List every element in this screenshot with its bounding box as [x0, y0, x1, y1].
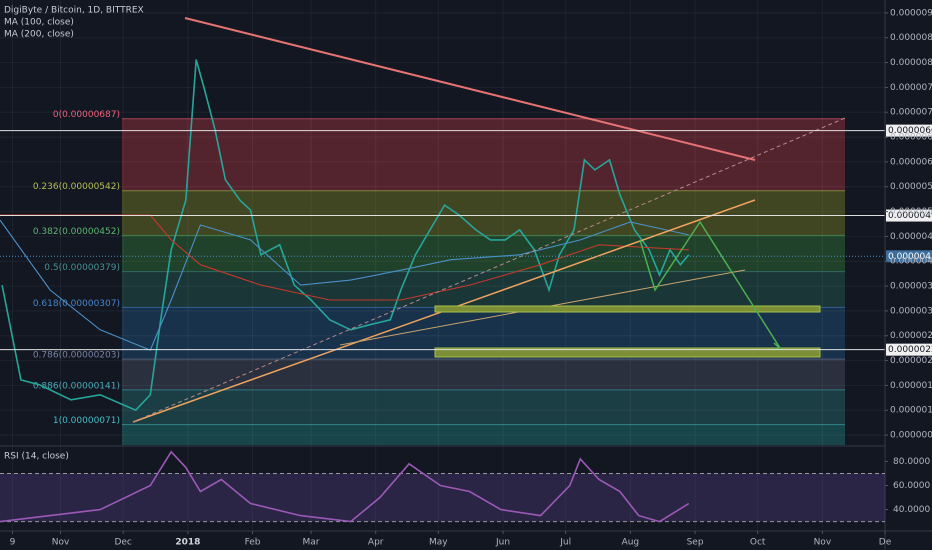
- rsi-band: [0, 473, 885, 522]
- fib-label: 0.382(0.00000452): [33, 227, 120, 237]
- legend-entry: DigiByte / Bitcoin, 1D, BITTREX: [4, 6, 144, 16]
- fib-label: 0.886(0.00000141): [33, 381, 120, 391]
- last-price-label: 0.00000410: [888, 252, 932, 262]
- y-tick-label: 0.00000450: [890, 232, 932, 242]
- drawings: [132, 17, 846, 423]
- x-tick-label: 9: [10, 538, 16, 548]
- x-tick-label: Jun: [495, 538, 510, 548]
- x-tick-label: Nov: [52, 538, 70, 548]
- series-line: [0, 219, 689, 351]
- fib-label: 0.5(0.00000379): [44, 263, 120, 273]
- fib-band: [122, 389, 845, 425]
- grid: [0, 0, 886, 530]
- y-tick-label: 40.0000: [893, 505, 930, 515]
- fib-band: [122, 424, 845, 445]
- fib-band: [122, 190, 845, 236]
- y-tick-label: 0.00000200: [890, 356, 932, 366]
- legend: DigiByte / Bitcoin, 1D, BITTREX MA (100, …: [4, 6, 144, 40]
- projection-arrow: [639, 220, 781, 349]
- fib-band: [122, 359, 845, 390]
- x-tick-label: Apr: [368, 538, 384, 548]
- y-tick-label: 0.00000300: [890, 306, 932, 316]
- y-tick-label: 0.00000850: [890, 33, 932, 43]
- x-tick-label: Mar: [303, 538, 320, 548]
- axes: 0.00000900 0.00000850 0.00000800 0.00000750…: [10, 8, 932, 547]
- trend-line: [132, 117, 846, 423]
- x-tick-label: Sep: [687, 538, 704, 548]
- price-tag: [886, 124, 932, 137]
- y-tick-label: 0.00000500: [890, 207, 932, 217]
- fib-label: 0.236(0.00000542): [33, 182, 120, 192]
- y-tick-label: 0.00000900: [890, 8, 932, 18]
- price-tag: [886, 209, 932, 222]
- y-tick-label: 0.00000550: [890, 182, 932, 192]
- rsi-title: RSI (14, close): [4, 452, 69, 462]
- y-tick-label: 0.00000750: [890, 83, 932, 93]
- fib-label: 1(0.00000071): [53, 416, 120, 426]
- y-tick-label: 0.00000100: [890, 406, 932, 416]
- price-tag-label: 0.00000663: [888, 126, 932, 136]
- series: [0, 59, 690, 412]
- legend-entry: MA (200, close): [4, 30, 74, 40]
- legend-entry: MA (100, close): [4, 18, 74, 28]
- series-line: [1, 59, 690, 412]
- last-price-tag: [886, 250, 932, 263]
- zone: [434, 305, 821, 313]
- y-tick-label: 80.0000: [893, 457, 930, 467]
- x-tick-label: Feb: [245, 538, 261, 548]
- price-tag-label: 0.00000222: [888, 345, 932, 355]
- series-line: [0, 450, 690, 523]
- y-tick-label: 0.00000050: [890, 431, 932, 441]
- price-lines: 0.00000663 0.00000492 0.00000222 0.00000410: [0, 124, 932, 356]
- x-tick-label: Oct: [750, 538, 766, 548]
- y-tick-label: 0.00000650: [890, 133, 932, 143]
- fib-label: 0.786(0.00000203): [33, 351, 120, 361]
- rsi-pane: [0, 450, 885, 523]
- series-line: [0, 214, 689, 301]
- y-tick-label: 0.00000400: [890, 257, 932, 267]
- x-tick-label: Aug: [622, 538, 640, 548]
- trend-line: [184, 17, 756, 161]
- y-tick-label: 0.00000600: [890, 157, 932, 167]
- fib-band: [122, 271, 845, 308]
- y-tick-label: 0.00000700: [890, 108, 932, 118]
- y-tick-label: 0.00000150: [890, 381, 932, 391]
- fibonacci: 0(0.00000687) 0.236(0.00000542) 0.382(0.00…: [33, 110, 845, 445]
- y-tick-label: 0.00000350: [890, 282, 932, 292]
- arrow-head: [773, 342, 784, 350]
- x-tick-label: Nov: [814, 538, 832, 548]
- x-tick-label: De: [879, 538, 892, 548]
- zone: [434, 347, 821, 358]
- fib-label: 0.618(0.00000307): [33, 299, 120, 309]
- y-tick-label: 0.00000800: [890, 58, 932, 68]
- y-tick-label: 60.0000: [893, 481, 930, 491]
- fib-band: [122, 235, 845, 272]
- x-tick-label: Dec: [114, 538, 131, 548]
- x-tick-label: Jul: [559, 538, 571, 548]
- x-tick-label: May: [429, 538, 448, 548]
- price-tag: [886, 343, 932, 356]
- fib-label: 0(0.00000687): [53, 110, 120, 120]
- y-tick-label: 0.00000250: [890, 331, 932, 341]
- price-tag-label: 0.00000492: [888, 211, 932, 221]
- x-tick-label: 2018: [175, 538, 200, 548]
